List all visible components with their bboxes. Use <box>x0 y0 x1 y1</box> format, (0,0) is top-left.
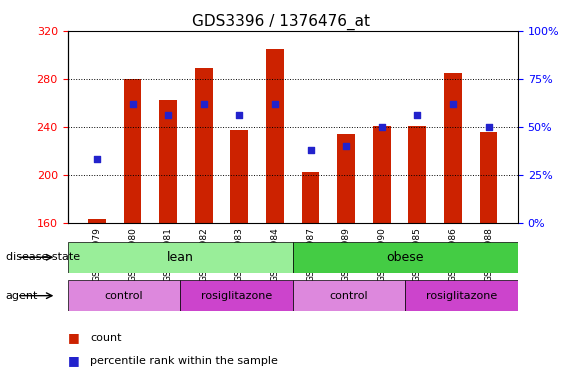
Text: rosiglitazone: rosiglitazone <box>201 291 272 301</box>
Text: agent: agent <box>6 291 38 301</box>
Bar <box>124 79 141 223</box>
FancyBboxPatch shape <box>293 242 518 273</box>
Bar <box>230 130 248 223</box>
Bar <box>266 49 284 223</box>
Text: GDS3396 / 1376476_at: GDS3396 / 1376476_at <box>193 13 370 30</box>
Bar <box>480 131 498 223</box>
Point <box>235 112 244 118</box>
FancyBboxPatch shape <box>68 242 293 273</box>
Point <box>199 101 208 107</box>
Point <box>270 101 279 107</box>
Bar <box>373 126 391 223</box>
Bar <box>195 68 213 223</box>
Point <box>342 143 351 149</box>
Bar <box>409 126 426 223</box>
Point <box>449 101 458 107</box>
Text: lean: lean <box>167 251 194 264</box>
Point <box>92 156 101 162</box>
Point <box>377 124 386 130</box>
Bar <box>302 172 319 223</box>
Text: ■: ■ <box>68 354 79 367</box>
Point <box>128 101 137 107</box>
Bar <box>159 100 177 223</box>
FancyBboxPatch shape <box>405 280 518 311</box>
Text: percentile rank within the sample: percentile rank within the sample <box>90 356 278 366</box>
Point <box>413 112 422 118</box>
FancyBboxPatch shape <box>180 280 293 311</box>
FancyBboxPatch shape <box>68 280 180 311</box>
Bar <box>88 219 106 223</box>
Text: control: control <box>105 291 143 301</box>
Text: rosiglitazone: rosiglitazone <box>426 291 497 301</box>
FancyBboxPatch shape <box>293 280 405 311</box>
Bar <box>444 73 462 223</box>
Point <box>306 147 315 153</box>
Text: count: count <box>90 333 122 343</box>
Text: ■: ■ <box>68 331 79 344</box>
Point <box>484 124 493 130</box>
Text: control: control <box>330 291 368 301</box>
Text: disease state: disease state <box>6 252 80 262</box>
Text: obese: obese <box>387 251 424 264</box>
Point <box>164 112 173 118</box>
Bar <box>337 134 355 223</box>
